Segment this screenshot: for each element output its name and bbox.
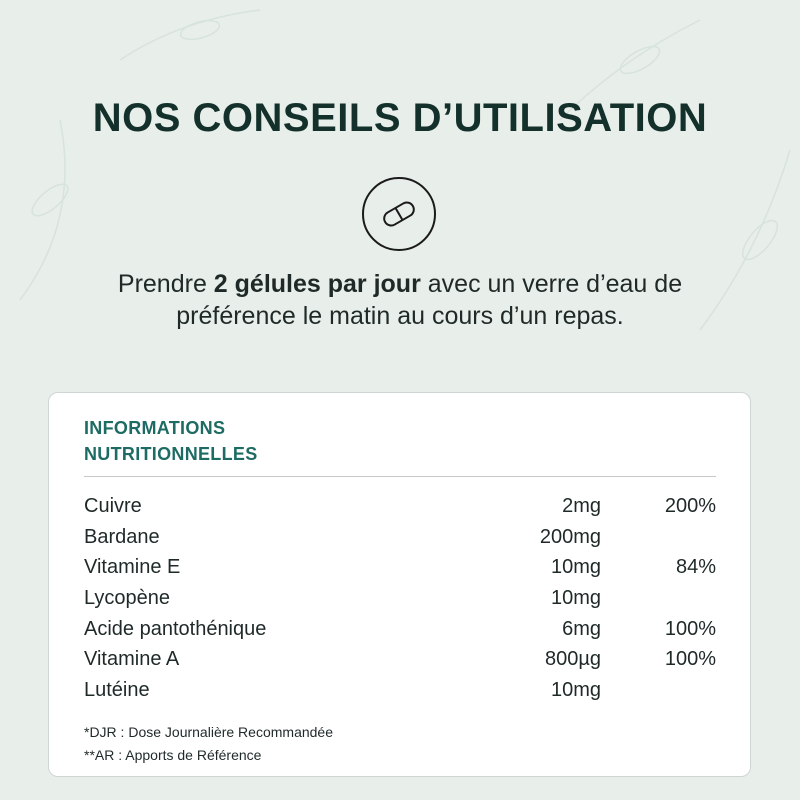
page-title: NOS CONSEILS D’UTILISATION xyxy=(92,96,708,140)
nutrition-title: INFORMATIONS NUTRITIONNELLES xyxy=(84,415,258,467)
nutrient-percent: 84% xyxy=(675,556,716,579)
table-row: Vitamine E 10mg 84% xyxy=(84,552,716,583)
nutrient-name: Lycopène xyxy=(84,586,170,609)
footnotes: *DJR : Dose Journalière Recommandée **AR… xyxy=(84,721,333,767)
nutrient-name: Vitamine A xyxy=(84,648,180,671)
nutrient-quantity: 10mg xyxy=(550,556,601,579)
nutrition-card: INFORMATIONS NUTRITIONNELLES Cuivre 2mg 200… xyxy=(48,392,751,777)
table-row: Lutéine 10mg xyxy=(84,675,716,706)
nutrition-table: Cuivre 2mg 200% Bardane 200mg Vitamine E 10mg 8… xyxy=(84,491,716,706)
nutrient-quantity: 10mg xyxy=(550,586,601,609)
nutrient-name: Acide pantothénique xyxy=(84,617,267,640)
table-row: Bardane 200mg xyxy=(84,522,716,553)
nutrient-quantity: 200mg xyxy=(539,525,601,548)
nutrient-quantity: 2mg xyxy=(562,494,601,517)
nutrient-name: Vitamine E xyxy=(84,556,181,579)
nutrient-percent: 100% xyxy=(664,617,716,640)
nutrient-name: Bardane xyxy=(84,525,160,548)
instr-text: Prendre xyxy=(117,270,214,298)
nutrient-name: Cuivre xyxy=(84,494,142,517)
instr-dose: 2 gélules par jour xyxy=(213,270,421,298)
table-row: Acide pantothénique 6mg 100% xyxy=(84,614,716,645)
footnote-djr: *DJR : Dose Journalière Recommandée xyxy=(84,724,333,740)
nutrient-percent: 100% xyxy=(664,648,716,671)
nutrition-title-line: NUTRITIONNELLES xyxy=(84,444,258,464)
table-row: Lycopène 10mg xyxy=(84,583,716,614)
table-row: Vitamine A 800µg 100% xyxy=(84,644,716,675)
footnote-ar: **AR : Apports de Référence xyxy=(84,747,262,763)
capsule-icon xyxy=(362,177,436,251)
usage-instructions: Prendre 2 gélules par jour avec un verre… xyxy=(100,268,700,332)
nutrition-title-line: INFORMATIONS xyxy=(84,418,226,438)
nutrient-percent: 200% xyxy=(664,494,716,517)
instr-text: avec un verre d’eau de préférence le mat… xyxy=(176,270,683,330)
nutrient-quantity: 6mg xyxy=(562,617,601,640)
nutrient-name: Lutéine xyxy=(84,678,150,701)
nutrient-quantity: 10mg xyxy=(550,678,601,701)
table-row: Cuivre 2mg 200% xyxy=(84,491,716,522)
nutrient-quantity: 800µg xyxy=(544,648,601,671)
divider xyxy=(84,476,716,477)
